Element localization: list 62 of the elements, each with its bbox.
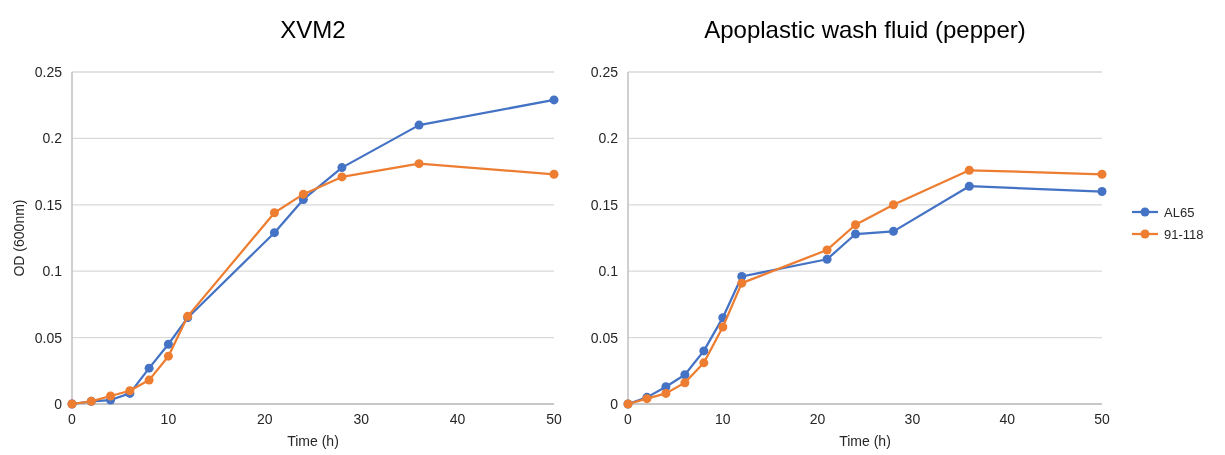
point (337, 163, 347, 173)
y-tick-label: 0.15 (590, 196, 619, 213)
point (337, 172, 347, 182)
point (964, 165, 974, 175)
legend-label: AL65 (1164, 204, 1195, 220)
x-tick-label: 20 (257, 411, 273, 427)
y-tick-label: 0.15 (34, 196, 63, 213)
y-tick-label: 0.25 (590, 63, 619, 80)
point (964, 181, 974, 191)
point (718, 322, 728, 332)
x-tick-label: 30 (353, 411, 370, 427)
x-tick-label: 20 (809, 411, 826, 427)
point (298, 189, 308, 199)
x-tick-label: 50 (546, 411, 562, 427)
point (163, 351, 173, 361)
point (106, 391, 116, 401)
chart-title: Apoplastic wash fluid (pepper) (704, 16, 1026, 43)
point (1097, 169, 1107, 179)
point (822, 245, 832, 255)
point (549, 169, 559, 179)
y-tick-label: 0.05 (34, 329, 63, 346)
y-tick-label: 0.2 (42, 130, 63, 147)
x-tick-label: 50 (1094, 411, 1110, 427)
point (737, 278, 747, 288)
point (888, 226, 898, 236)
point (680, 378, 690, 388)
x-tick-label: 0 (68, 411, 77, 427)
point (661, 388, 671, 398)
y-tick-label: 0.25 (34, 63, 63, 80)
point (414, 159, 424, 169)
point (851, 229, 861, 239)
point (699, 346, 709, 356)
x-tick-label: 30 (904, 411, 921, 427)
y-tick-label: 0.2 (598, 130, 619, 147)
x-tick-label: 40 (999, 411, 1016, 427)
point (851, 220, 861, 230)
x-axis-title: Time (h) (287, 433, 339, 449)
point (680, 370, 690, 380)
x-axis-title: Time (h) (839, 433, 891, 449)
point (163, 339, 173, 349)
point (822, 254, 832, 264)
point (269, 208, 279, 218)
point (144, 375, 154, 385)
x-tick-label: 10 (160, 411, 177, 427)
point (269, 228, 279, 238)
x-tick-label: 10 (715, 411, 731, 427)
legend-label: 91-118 (1164, 226, 1204, 242)
point (414, 120, 424, 130)
point (699, 358, 709, 368)
point (1097, 187, 1107, 197)
point (144, 363, 154, 373)
y-tick-label: 0 (54, 395, 63, 412)
chart-title: XVM2 (280, 16, 346, 43)
point (549, 95, 559, 105)
y-tick-label: 0 (610, 395, 619, 412)
y-tick-label: 0.1 (42, 263, 63, 280)
point (888, 200, 898, 210)
y-axis-title: OD (600nm) (11, 199, 27, 277)
y-tick-label: 0.05 (590, 329, 619, 346)
x-tick-label: 40 (449, 411, 466, 427)
y-tick-label: 0.1 (598, 263, 619, 280)
x-tick-label: 0 (624, 411, 633, 427)
